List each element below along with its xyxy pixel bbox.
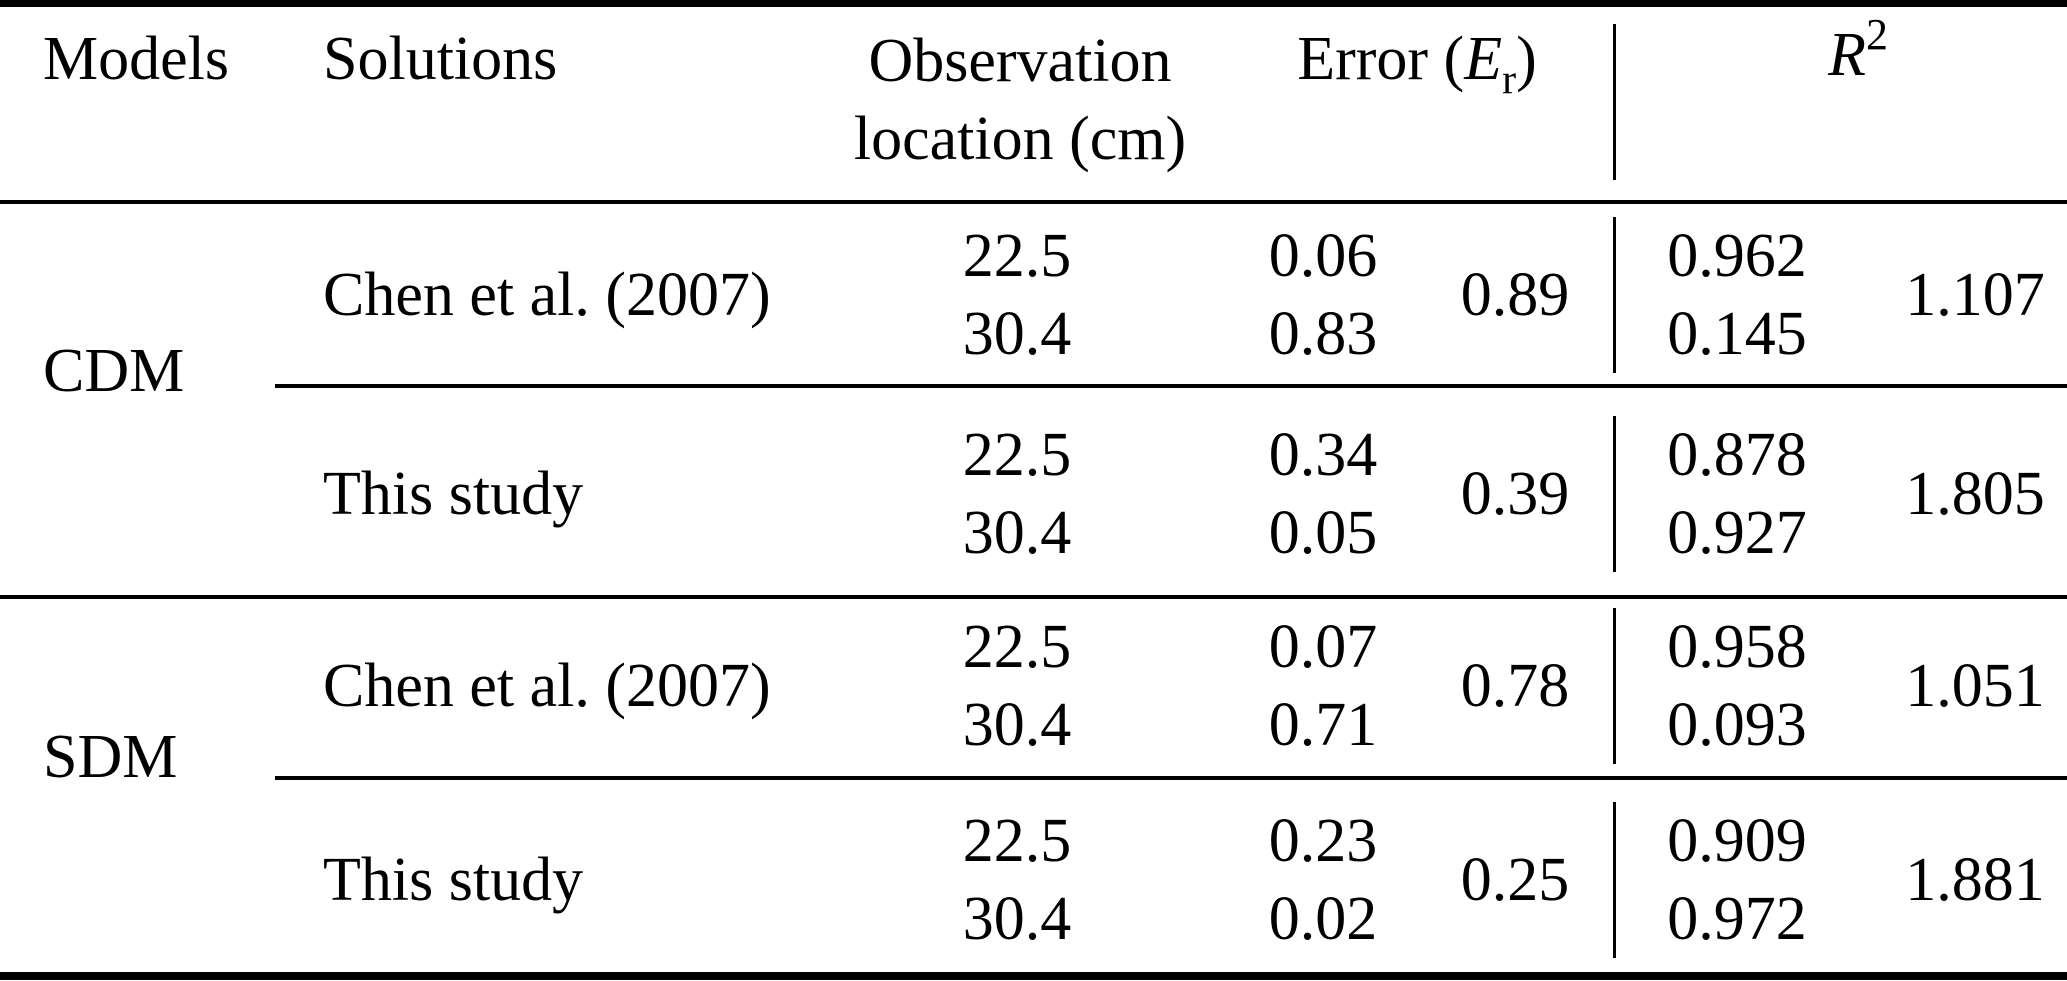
observation-value: 30.4: [962, 300, 1072, 368]
error-values: 0.07 0.71: [1269, 608, 1378, 764]
observation-value: 30.4: [962, 499, 1072, 567]
error-values: 0.23 0.02: [1269, 802, 1378, 958]
error-value: 0.05: [1268, 499, 1378, 567]
error-symbol: E: [1464, 25, 1503, 93]
observation-value: 22.5: [962, 807, 1072, 875]
r-squared-values: 0.878 0.927: [1667, 416, 1807, 572]
table-bottom-border: [0, 972, 2067, 980]
error-value: 0.02: [1268, 885, 1378, 953]
r-squared-combined-value: 1.107: [1905, 261, 2045, 329]
error-combined-value: 0.39: [1460, 460, 1570, 528]
r-squared-combined-value: 1.881: [1905, 846, 2045, 914]
r-squared-value: 0.927: [1667, 499, 1807, 567]
solution-label: Chen et al. (2007): [323, 652, 771, 720]
column-header-r-squared: R2: [1828, 13, 1888, 94]
row1-vertical-rule: [1613, 217, 1616, 373]
observation-value: 30.4: [962, 885, 1072, 953]
error-value: 0.06: [1268, 222, 1378, 290]
r-superscript: 2: [1865, 10, 1888, 59]
r-squared-value: 0.909: [1667, 807, 1807, 875]
row2-vertical-rule: [1613, 416, 1616, 572]
r-squared-value: 0.145: [1667, 300, 1807, 368]
observation-values: 22.5 30.4: [963, 802, 1072, 958]
error-header-suffix: ): [1516, 25, 1537, 93]
cdm-sdm-divider-rule: [0, 595, 2067, 599]
model-label-sdm: SDM: [43, 723, 178, 791]
observation-value: 22.5: [962, 613, 1072, 681]
error-subscript: r: [1502, 57, 1517, 103]
error-value: 0.83: [1268, 300, 1378, 368]
row4-vertical-rule: [1613, 802, 1616, 958]
observation-header-line1: Observation: [868, 27, 1172, 95]
r-symbol: R: [1828, 21, 1866, 89]
r-squared-value: 0.972: [1667, 885, 1807, 953]
r-squared-values: 0.958 0.093: [1667, 608, 1807, 764]
column-header-solutions: Solutions: [323, 25, 558, 93]
observation-values: 22.5 30.4: [963, 416, 1072, 572]
sdm-inner-rule: [275, 776, 2067, 780]
error-values: 0.34 0.05: [1269, 416, 1378, 572]
r-squared-value: 0.878: [1667, 421, 1807, 489]
r-squared-values: 0.962 0.145: [1667, 217, 1807, 373]
solution-label: This study: [323, 846, 584, 914]
observation-value: 30.4: [962, 691, 1072, 759]
error-value: 0.07: [1268, 613, 1378, 681]
observation-values: 22.5 30.4: [963, 608, 1072, 764]
error-combined-value: 0.89: [1460, 261, 1570, 329]
cdm-inner-rule: [275, 384, 2067, 388]
r-squared-combined-value: 1.051: [1905, 652, 2045, 720]
r-squared-value: 0.962: [1667, 222, 1807, 290]
error-header-prefix: Error (: [1297, 25, 1465, 93]
error-values: 0.06 0.83: [1269, 217, 1378, 373]
r-squared-value: 0.958: [1667, 613, 1807, 681]
header-vertical-rule: [1613, 24, 1616, 180]
observation-value: 22.5: [962, 222, 1072, 290]
column-header-error: Error (Er): [1297, 20, 1537, 101]
column-header-models: Models: [43, 25, 229, 93]
table-top-border: [0, 0, 2067, 7]
solution-label: This study: [323, 460, 584, 528]
column-header-observation-location: Observation location (cm): [854, 22, 1186, 178]
observation-values: 22.5 30.4: [963, 217, 1072, 373]
observation-value: 22.5: [962, 421, 1072, 489]
row3-vertical-rule: [1613, 608, 1616, 764]
observation-header-line2: location (cm): [853, 105, 1187, 173]
error-combined-value: 0.78: [1460, 652, 1570, 720]
error-combined-value: 0.25: [1460, 846, 1570, 914]
r-squared-combined-value: 1.805: [1905, 460, 2045, 528]
error-value: 0.34: [1268, 421, 1378, 489]
model-label-cdm: CDM: [43, 337, 185, 405]
r-squared-value: 0.093: [1667, 691, 1807, 759]
r-squared-values: 0.909 0.972: [1667, 802, 1807, 958]
error-value: 0.23: [1268, 807, 1378, 875]
error-value: 0.71: [1268, 691, 1378, 759]
solution-label: Chen et al. (2007): [323, 261, 771, 329]
header-bottom-rule: [0, 200, 2067, 204]
